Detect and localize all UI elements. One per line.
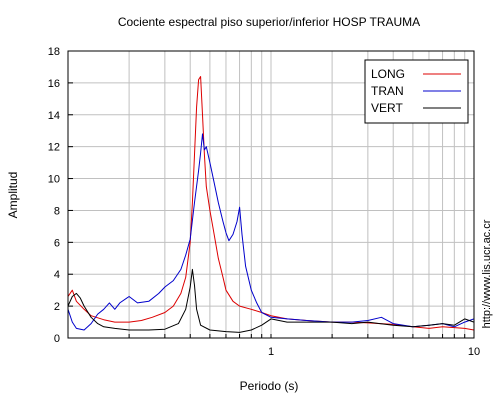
y-tick-label: 8 bbox=[54, 205, 60, 217]
y-tick-label: 16 bbox=[48, 78, 60, 90]
legend-label-tran: TRAN bbox=[371, 84, 404, 98]
y-axis-label: Amplitud bbox=[6, 172, 20, 219]
x-axis-label: Periodo (s) bbox=[240, 379, 299, 393]
y-tick-label: 0 bbox=[54, 333, 60, 345]
watermark-url: http://www.lis.ucr.ac.cr bbox=[481, 219, 493, 328]
series-line-vert bbox=[68, 268, 474, 333]
y-tick-label: 14 bbox=[48, 110, 60, 122]
legend-label-long: LONG bbox=[371, 67, 405, 81]
legend: LONG TRAN VERT bbox=[364, 59, 469, 124]
series-line-tran bbox=[68, 133, 474, 331]
series-lines bbox=[68, 76, 474, 333]
chart-title: Cociente espectral piso superior/inferio… bbox=[118, 15, 420, 29]
y-tick-label: 4 bbox=[54, 269, 60, 281]
legend-label-vert: VERT bbox=[371, 101, 403, 115]
y-tick-label: 6 bbox=[54, 237, 60, 249]
y-tick-label: 18 bbox=[48, 46, 60, 58]
y-tick-label: 10 bbox=[48, 174, 60, 186]
y-tick-label: 12 bbox=[48, 142, 60, 154]
y-tick-label: 2 bbox=[54, 301, 60, 313]
axis-ticks: 0 2 4 6 8 10 12 14 16 18 1 10 bbox=[48, 46, 480, 358]
x-tick-label: 1 bbox=[268, 346, 274, 358]
x-tick-label: 10 bbox=[468, 346, 480, 358]
